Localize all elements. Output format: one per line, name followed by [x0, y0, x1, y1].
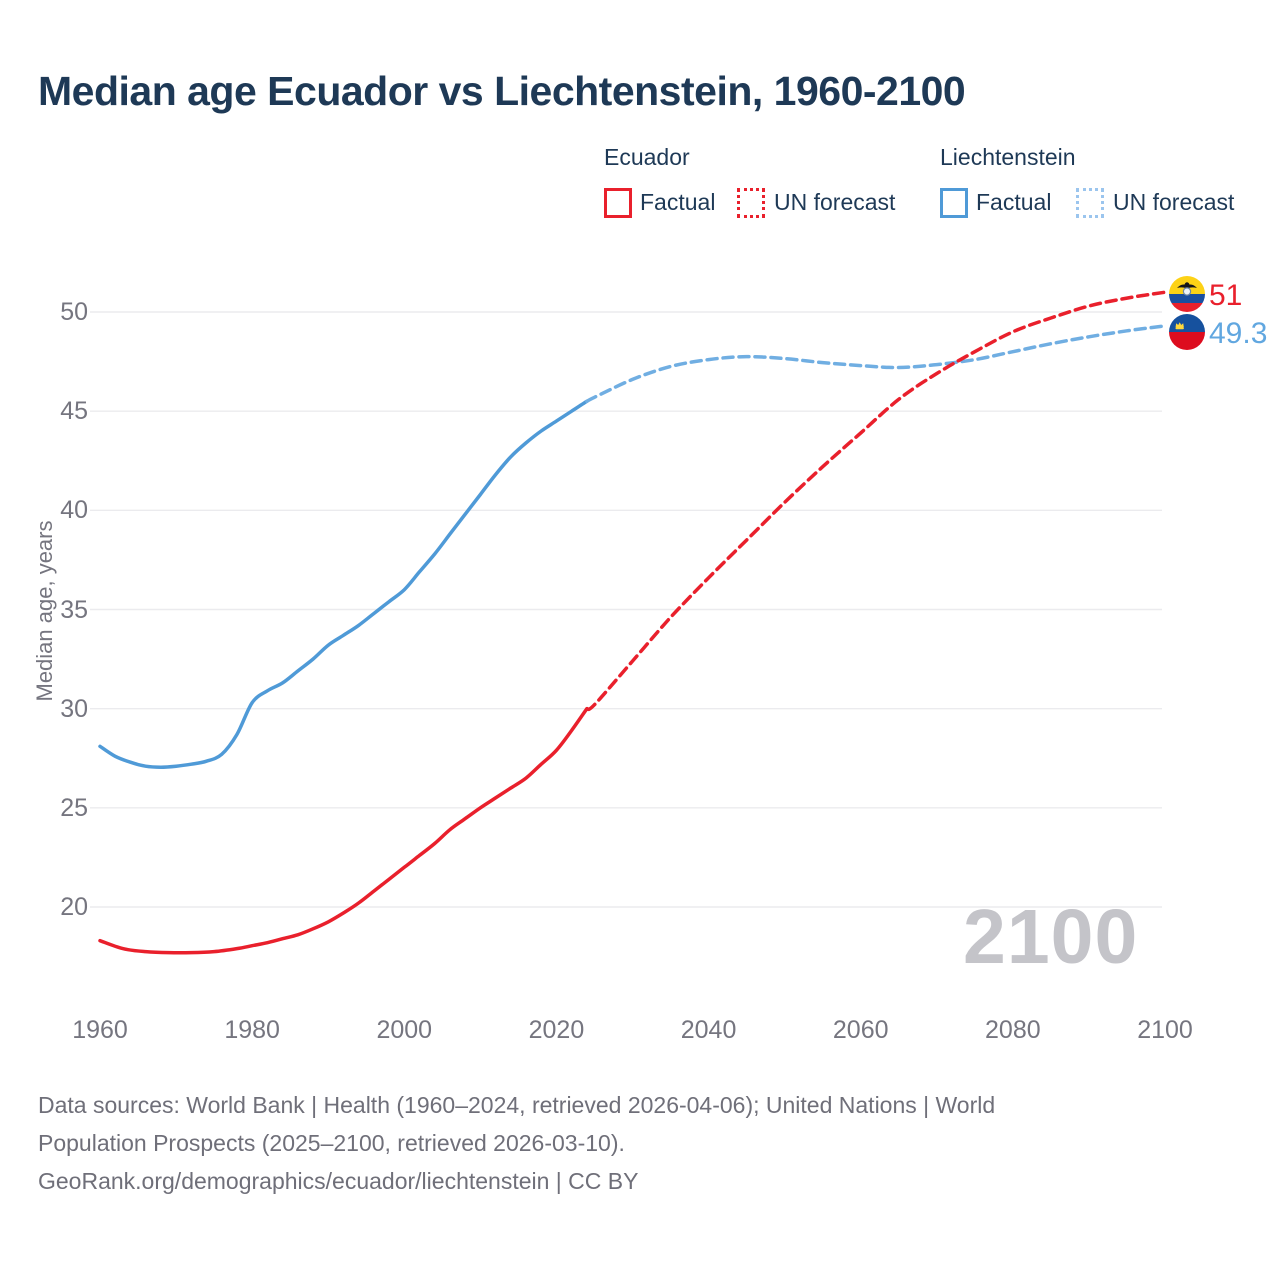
watermark-year: 2100 [963, 894, 1139, 980]
liechtenstein-forecast-line [585, 324, 1167, 404]
y-tick-25: 25 [60, 793, 88, 822]
y-tick-45: 45 [60, 397, 88, 426]
legend-label-ecuador-factual: Factual [640, 189, 716, 215]
x-tick-1960: 1960 [72, 1016, 128, 1044]
x-tick-2020: 2020 [528, 1016, 585, 1044]
x-tick-2060: 2060 [832, 1016, 889, 1044]
y-tick-40: 40 [60, 496, 88, 525]
end-value-ecuador: 51 [1209, 279, 1243, 312]
y-tick-30: 30 [60, 694, 88, 723]
legend-label-ecuador-forecast: UN forecast [774, 189, 896, 215]
y-tick-20: 20 [60, 893, 88, 921]
footer-attribution-line: GeoRank.org/demographics/ecuador/liechte… [38, 1168, 639, 1194]
end-value-liechtenstein: 49.3 [1209, 317, 1268, 350]
ecuador-forecast-line [585, 290, 1167, 712]
footer-sources-line2: Population Prospects (2025–2100, retriev… [38, 1130, 625, 1156]
x-tick-2080: 2080 [985, 1016, 1041, 1044]
legend-group-liechtenstein-title: Liechtenstein [940, 144, 1076, 170]
legend-swatch-liechtenstein-forecast [1076, 188, 1104, 218]
footer-sources-line1: Data sources: World Bank | Health (1960–… [38, 1092, 996, 1118]
x-tick-2100: 2100 [1137, 1016, 1193, 1044]
y-tick-35: 35 [60, 595, 88, 624]
ecuador-flag-icon [1169, 276, 1205, 312]
y-tick-50: 50 [60, 298, 88, 326]
legend-swatch-ecuador-forecast [737, 188, 765, 218]
x-tick-2040: 2040 [680, 1016, 737, 1044]
x-tick-1980: 1980 [224, 1016, 280, 1044]
chart-title: Median age Ecuador vs Liechtenstein, 196… [38, 68, 966, 114]
legend-swatch-ecuador-factual [604, 188, 632, 218]
liechtenstein-factual-line [98, 399, 589, 769]
legend-label-liechtenstein-forecast: UN forecast [1113, 189, 1235, 215]
liechtenstein-flag-icon [1169, 314, 1205, 350]
x-tick-2000: 2000 [376, 1016, 433, 1044]
legend-label-liechtenstein-factual: Factual [976, 189, 1052, 215]
ecuador-factual-line [98, 706, 589, 955]
legend-swatch-liechtenstein-factual [940, 188, 968, 218]
legend-group-ecuador-title: Ecuador [604, 144, 690, 170]
